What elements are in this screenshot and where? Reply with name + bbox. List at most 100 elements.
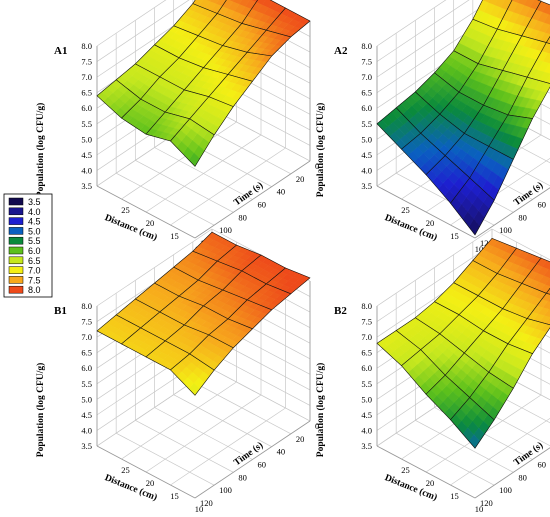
distance-tick-label: 20: [426, 218, 435, 228]
distance-tick-label: 20: [426, 478, 435, 488]
z-tick-label: 3.5: [81, 441, 92, 451]
time-tick-label: 0: [315, 421, 319, 431]
legend-swatch: [8, 285, 24, 294]
distance-tick-label: 15: [170, 491, 179, 501]
z-tick-label: 8.0: [361, 41, 372, 51]
time-tick-label: 120: [200, 498, 213, 508]
time-tick-label: 40: [277, 447, 286, 457]
panel-label: B1: [54, 305, 67, 317]
legend-label: 7.5: [28, 275, 41, 285]
z-tick-label: 5.5: [81, 379, 92, 389]
z-tick-label: 5.5: [81, 119, 92, 129]
z-tick-label: 4.0: [361, 165, 372, 175]
time-tick-label: 100: [219, 225, 232, 235]
time-tick-label: 100: [499, 485, 512, 495]
panel-label: A2: [334, 45, 348, 57]
time-tick-label: 120: [480, 238, 493, 248]
distance-tick-label: 10: [475, 504, 484, 514]
legend-label: 3.5: [28, 197, 41, 207]
z-tick-label: 8.0: [81, 301, 92, 311]
time-tick-label: 60: [258, 460, 267, 470]
distance-tick-label: 25: [121, 205, 130, 215]
z-tick-label: 8.0: [361, 301, 372, 311]
time-tick-label: 20: [296, 434, 305, 444]
legend-swatch: [8, 227, 24, 235]
z-tick-label: 7.0: [361, 72, 372, 82]
z-tick-label: 7.5: [81, 57, 92, 67]
legend-label: 4.0: [28, 207, 41, 217]
panels: 3.54.04.55.05.56.06.57.07.58.02520151002…: [35, 0, 550, 514]
response-surface: [376, 0, 550, 236]
z-tick-label: 7.5: [81, 317, 92, 327]
distance-tick-label: 20: [146, 218, 155, 228]
surface-mesh-cell: [170, 118, 215, 167]
z-tick-label: 6.0: [81, 363, 92, 373]
time-tick-label: 120: [480, 498, 493, 508]
z-tick-label: 6.5: [361, 88, 372, 98]
tick-labels: 3.54.04.55.05.56.06.57.07.58.02520151002…: [81, 301, 319, 514]
distance-tick-label: 15: [450, 231, 459, 241]
distance-tick-label: 20: [146, 478, 155, 488]
z-tick-label: 4.0: [81, 425, 92, 435]
z-tick-label: 3.5: [361, 181, 372, 191]
z-tick-label: 8.0: [81, 41, 92, 51]
z-tick-label: 7.0: [361, 332, 372, 342]
tick-labels: 3.54.04.55.05.56.06.57.07.58.02520151002…: [81, 41, 319, 254]
response-surface: [96, 0, 311, 167]
time-tick-label: 80: [238, 472, 247, 482]
time-tick-label: 80: [238, 212, 247, 222]
z-tick-label: 7.5: [361, 317, 372, 327]
distance-tick-label: 10: [475, 244, 484, 254]
z-tick-label: 7.0: [81, 332, 92, 342]
z-tick-label: 6.5: [361, 348, 372, 358]
z-tick-label: 6.5: [81, 348, 92, 358]
color-legend: 3.54.04.55.05.56.06.57.07.58.0: [3, 193, 53, 298]
legend-swatch: [8, 276, 24, 284]
z-axis-label: Population (log CFU/g): [35, 363, 46, 457]
legend-label: 5.0: [28, 226, 41, 236]
z-axis-label: Population (log CFU/g): [35, 103, 46, 197]
legend-swatch: [8, 266, 24, 274]
z-tick-label: 5.0: [361, 134, 372, 144]
z-tick-label: 5.0: [361, 394, 372, 404]
z-axis-label: Population (log CFU/g): [315, 363, 326, 457]
z-tick-label: 5.5: [361, 379, 372, 389]
distance-tick-label: 25: [401, 205, 410, 215]
z-tick-label: 4.0: [361, 425, 372, 435]
z-tick-label: 6.0: [361, 103, 372, 113]
z-tick-label: 6.0: [81, 103, 92, 113]
surface-panel-b1: 3.54.04.55.05.56.06.57.07.58.02520151002…: [35, 228, 319, 514]
z-tick-label: 7.0: [81, 72, 92, 82]
z-tick-label: 5.0: [81, 394, 92, 404]
legend-swatch: [8, 236, 24, 245]
distance-tick-label: 15: [170, 231, 179, 241]
tick-labels: 3.54.04.55.05.56.06.57.07.58.02520151002…: [361, 301, 547, 514]
surface-panel-b2: 3.54.04.55.05.56.06.57.07.58.02520151002…: [315, 228, 550, 514]
time-tick-label: 0: [315, 161, 319, 171]
surface-panel-a2: 3.54.04.55.05.56.06.57.07.58.02520151002…: [315, 0, 550, 254]
z-tick-label: 5.0: [81, 134, 92, 144]
z-tick-label: 7.5: [361, 57, 372, 67]
legend-label: 6.5: [28, 256, 41, 266]
legend-swatch: [8, 207, 24, 216]
response-surface: [96, 231, 311, 396]
time-tick-label: 80: [518, 212, 527, 222]
time-tick-label: 60: [538, 460, 547, 470]
z-tick-label: 5.5: [361, 119, 372, 129]
legend-swatch: [8, 246, 24, 255]
surface-panel-a1: 3.5 4.0 4.5 5.0 5.5 6.0 6.5 7.0 7.5 8.0 25 20 15 100 2…: [35, 0, 319, 254]
distance-tick-label: 25: [401, 465, 410, 475]
surface-mesh-cell: [450, 177, 495, 236]
distance-tick-label: 10: [195, 504, 204, 514]
legend-label: 5.5: [28, 236, 41, 246]
z-tick-label: 4.5: [361, 150, 372, 160]
distance-tick-label: 25: [121, 465, 130, 475]
legend-label: 8.0: [28, 285, 41, 295]
time-tick-label: 60: [258, 200, 267, 210]
z-tick-label: 4.0: [81, 165, 92, 175]
z-tick-label: 6.0: [361, 363, 372, 373]
z-tick-label: 3.5: [81, 181, 92, 191]
time-tick-label: 40: [277, 187, 286, 197]
panel-label: B2: [334, 305, 347, 317]
legend-swatch: [8, 217, 24, 225]
